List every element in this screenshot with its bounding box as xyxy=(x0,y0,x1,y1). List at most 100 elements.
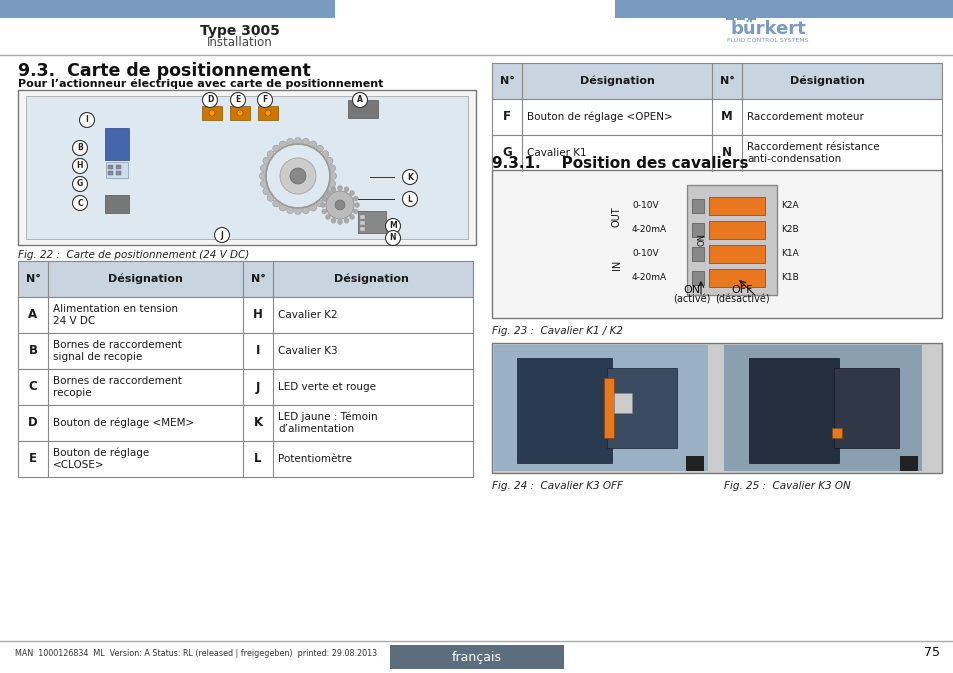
Text: Cavalier K1: Cavalier K1 xyxy=(526,148,586,158)
Bar xyxy=(230,106,250,120)
Circle shape xyxy=(325,215,330,219)
Text: Désignation: Désignation xyxy=(789,76,863,86)
Bar xyxy=(708,269,764,287)
Text: K: K xyxy=(253,417,262,429)
Bar xyxy=(723,345,921,471)
Text: F: F xyxy=(262,96,268,104)
Text: C: C xyxy=(77,199,83,207)
Circle shape xyxy=(231,92,245,108)
Text: LED jaune : Témoin
d’alimentation: LED jaune : Témoin d’alimentation xyxy=(277,412,377,434)
Text: N°: N° xyxy=(719,76,734,86)
Bar xyxy=(359,215,365,219)
Bar xyxy=(359,227,365,231)
Circle shape xyxy=(321,209,327,214)
Circle shape xyxy=(263,188,270,194)
Bar xyxy=(18,405,473,441)
Circle shape xyxy=(402,170,417,184)
Bar xyxy=(390,645,563,669)
Circle shape xyxy=(260,165,267,172)
Bar xyxy=(737,15,744,20)
Text: 0-10V: 0-10V xyxy=(631,250,658,258)
Text: Désignation: Désignation xyxy=(579,76,654,86)
Text: E: E xyxy=(29,452,37,466)
Text: G: G xyxy=(501,147,512,160)
Circle shape xyxy=(263,157,270,164)
Circle shape xyxy=(344,218,349,223)
Text: bürkert: bürkert xyxy=(729,20,805,38)
Text: K2B: K2B xyxy=(781,225,798,234)
Circle shape xyxy=(265,110,271,116)
Text: Cavalier K2: Cavalier K2 xyxy=(277,310,337,320)
Circle shape xyxy=(279,141,286,148)
Text: K1A: K1A xyxy=(781,250,798,258)
Bar xyxy=(606,368,677,448)
Circle shape xyxy=(353,196,357,201)
Circle shape xyxy=(321,151,329,157)
Bar xyxy=(108,165,112,169)
Text: 0-10V: 0-10V xyxy=(631,201,658,211)
Circle shape xyxy=(344,187,349,192)
Circle shape xyxy=(353,209,357,214)
Bar xyxy=(202,106,222,120)
Circle shape xyxy=(273,145,279,152)
Bar xyxy=(748,358,838,463)
Circle shape xyxy=(79,112,94,127)
Bar xyxy=(106,162,128,178)
Circle shape xyxy=(287,207,294,213)
Bar xyxy=(614,393,631,413)
Circle shape xyxy=(302,207,309,213)
Text: B: B xyxy=(29,345,37,357)
Bar xyxy=(686,185,776,295)
Text: (activé): (activé) xyxy=(673,295,710,305)
Bar xyxy=(708,221,764,239)
Circle shape xyxy=(321,196,327,201)
Bar xyxy=(708,245,764,263)
Circle shape xyxy=(302,139,309,145)
Text: Alimentation en tension
24 V DC: Alimentation en tension 24 V DC xyxy=(53,304,178,326)
Circle shape xyxy=(280,158,315,194)
Bar xyxy=(492,63,941,99)
Circle shape xyxy=(326,157,333,164)
Circle shape xyxy=(337,186,342,190)
Text: FLUID CONTROL SYSTEMS: FLUID CONTROL SYSTEMS xyxy=(726,38,808,44)
Bar xyxy=(18,441,473,477)
Circle shape xyxy=(294,207,301,215)
Bar xyxy=(105,128,129,160)
Text: ON: ON xyxy=(697,234,706,246)
Bar xyxy=(494,345,707,471)
Circle shape xyxy=(310,141,316,148)
Bar xyxy=(615,0,953,18)
Text: Désignation: Désignation xyxy=(334,274,408,284)
Text: Bouton de réglage
<CLOSE>: Bouton de réglage <CLOSE> xyxy=(53,448,149,470)
Bar xyxy=(603,378,614,438)
Text: Raccordement moteur: Raccordement moteur xyxy=(746,112,863,122)
Circle shape xyxy=(290,168,306,184)
Bar xyxy=(18,369,473,405)
Text: (désactivé): (désactivé) xyxy=(714,295,768,305)
Circle shape xyxy=(326,191,354,219)
Text: Pour l’actionneur électrique avec carte de positionnement: Pour l’actionneur électrique avec carte … xyxy=(18,79,383,90)
Text: 9.3.  Carte de positionnement: 9.3. Carte de positionnement xyxy=(18,62,311,80)
Text: F: F xyxy=(502,110,511,124)
Bar xyxy=(492,170,941,318)
Bar xyxy=(26,96,468,239)
Bar xyxy=(18,333,473,369)
Text: J: J xyxy=(255,380,260,394)
Text: E: E xyxy=(235,96,240,104)
Text: IN: IN xyxy=(612,260,621,270)
Bar xyxy=(257,106,277,120)
Circle shape xyxy=(355,203,359,207)
Circle shape xyxy=(72,141,88,155)
Circle shape xyxy=(402,192,417,207)
Text: 9.3.1.    Position des cavaliers: 9.3.1. Position des cavaliers xyxy=(492,155,748,170)
Text: L: L xyxy=(407,194,412,203)
Text: 4-20mA: 4-20mA xyxy=(631,225,666,234)
Bar xyxy=(833,368,898,448)
Bar xyxy=(691,223,703,237)
Text: OUT: OUT xyxy=(612,207,621,227)
Text: LED verte et rouge: LED verte et rouge xyxy=(277,382,375,392)
Text: H: H xyxy=(76,162,83,170)
Text: OFF: OFF xyxy=(731,285,752,295)
Circle shape xyxy=(260,180,267,187)
Circle shape xyxy=(202,92,217,108)
